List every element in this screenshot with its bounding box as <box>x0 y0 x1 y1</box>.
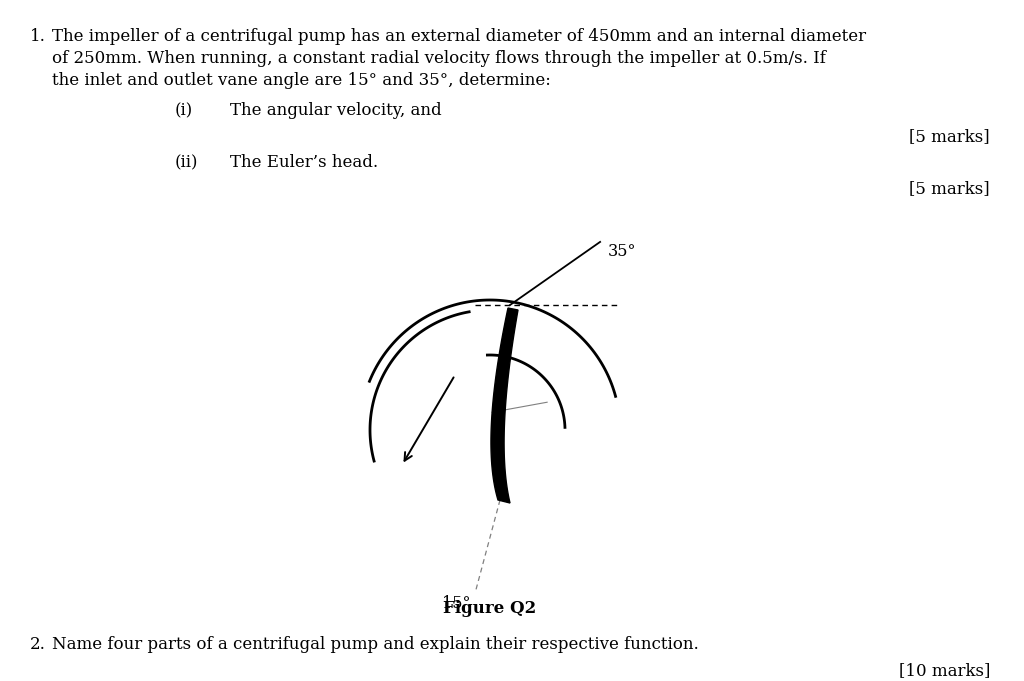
Text: The angular velocity, and: The angular velocity, and <box>230 102 441 119</box>
Text: [5 marks]: [5 marks] <box>909 180 990 197</box>
Text: the inlet and outlet vane angle are 15° and 35°, determine:: the inlet and outlet vane angle are 15° … <box>52 72 551 89</box>
Text: 15°: 15° <box>442 595 470 612</box>
Text: 2.: 2. <box>30 636 46 653</box>
Text: Figure Q2: Figure Q2 <box>443 600 537 617</box>
Text: [10 marks]: [10 marks] <box>899 662 990 679</box>
Text: The impeller of a centrifugal pump has an external diameter of 450mm and an inte: The impeller of a centrifugal pump has a… <box>52 28 866 45</box>
Text: 35°: 35° <box>608 243 637 260</box>
Text: 1.: 1. <box>30 28 46 45</box>
Text: Name four parts of a centrifugal pump and explain their respective function.: Name four parts of a centrifugal pump an… <box>52 636 698 653</box>
Text: of 250mm. When running, a constant radial velocity flows through the impeller at: of 250mm. When running, a constant radia… <box>52 50 826 67</box>
Text: (ii): (ii) <box>175 154 199 171</box>
Text: The Euler’s head.: The Euler’s head. <box>230 154 378 171</box>
Text: [5 marks]: [5 marks] <box>909 128 990 145</box>
Polygon shape <box>490 308 518 503</box>
Text: (i): (i) <box>175 102 194 119</box>
